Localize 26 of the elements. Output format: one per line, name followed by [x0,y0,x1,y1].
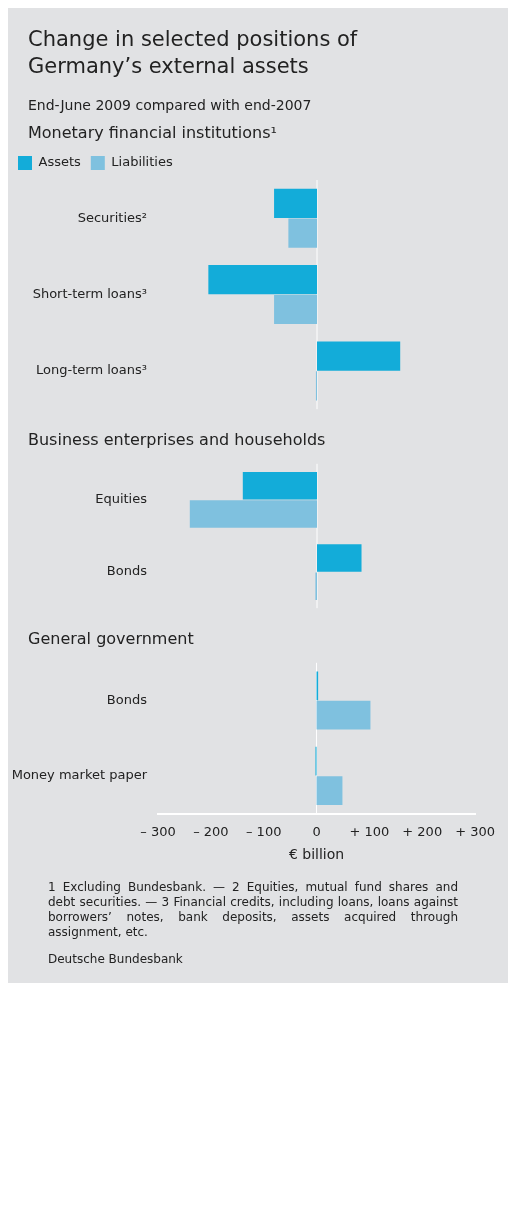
x-tick-label: + 300 [455,823,495,839]
x-tick-label: + 100 [349,823,390,839]
y-tick-label: Money market paper [11,766,148,782]
text: Deutsche Bundesbank [48,951,184,967]
chart-title: Business enterprises and households [28,429,327,449]
y-tick-label: Bonds [106,563,148,579]
x-axis-title: € billion [288,845,345,862]
text: 1 Excluding Bundesbank. — 2 Equities, mutual fund shares and debt securities. — 3 Financial credits, including loans, loans against borrowers’ notes, bank deposits, assets acquired through assignment, etc. [48,879,458,940]
x-tick-label: – 300 [140,823,176,839]
x-tick-label: – 200 [193,823,229,839]
x-tick-label: 0 [312,823,321,839]
y-tick-label: Securities² [77,209,147,225]
chart-title: General government [28,628,195,648]
y-tick-label: Short-term loans³ [32,285,147,301]
legend-label: Assets [38,153,82,169]
y-tick-label: Equities [95,490,148,506]
x-tick-label: + 200 [402,823,443,839]
legend-label: Liabilities [111,153,173,169]
bar [316,700,371,730]
y-tick-label: Long-term loans³ [36,361,147,377]
text: Change in selected positions of Germany’s external assets [28,26,359,81]
x-tick-label: – 100 [245,823,282,839]
text: End-June 2009 compared with end-2007 [28,96,313,113]
bar [316,775,343,805]
y-tick-label: Bonds [106,691,148,707]
chart-title: Monetary financial institutions¹ [28,122,278,142]
